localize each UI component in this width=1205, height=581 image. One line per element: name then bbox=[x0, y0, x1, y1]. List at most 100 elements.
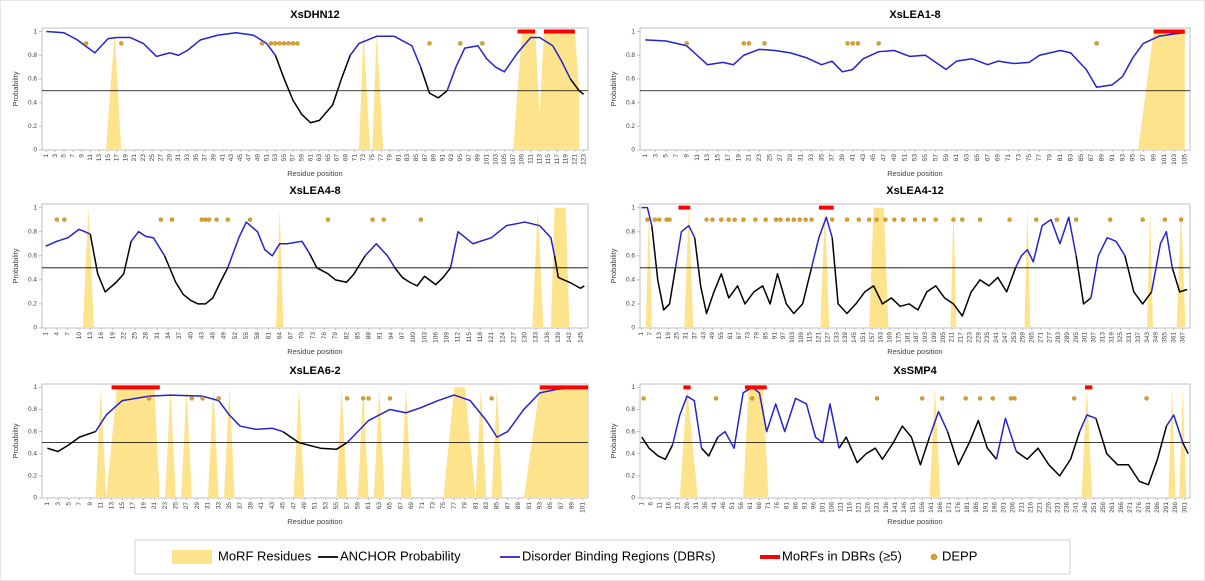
x-tick-label: 211 bbox=[949, 332, 956, 343]
x-tick-label: 71 bbox=[351, 154, 358, 162]
x-tick-label: 181 bbox=[904, 332, 911, 343]
x-tick-label: 21 bbox=[131, 154, 138, 162]
x-tick-label: 121 bbox=[856, 502, 863, 513]
x-tick-label: 82 bbox=[343, 332, 350, 340]
depp-point bbox=[169, 217, 175, 222]
x-tick-label: 55 bbox=[922, 154, 929, 162]
x-tick-label: 17 bbox=[114, 154, 121, 162]
x-tick-label: 181 bbox=[964, 502, 971, 513]
y-tick-label: 0.4 bbox=[28, 450, 37, 457]
x-tick-label: 11 bbox=[657, 502, 664, 509]
x-tick-label: 76 bbox=[774, 502, 781, 510]
x-tick-label: 75 bbox=[1026, 154, 1033, 162]
x-tick-label: 277 bbox=[1046, 332, 1053, 343]
x-tick-label: 337 bbox=[1135, 332, 1142, 343]
probability-line bbox=[46, 30, 572, 92]
depp-point bbox=[1008, 396, 1014, 401]
y-tick-label: 0 bbox=[33, 147, 37, 154]
x-tick-label: 70 bbox=[299, 332, 306, 340]
x-tick-label: 247 bbox=[1002, 332, 1009, 343]
x-tick-label: 91 bbox=[439, 154, 446, 162]
x-tick-label: 1 bbox=[44, 502, 51, 506]
x-tick-label: 75 bbox=[369, 154, 376, 162]
x-tick-label: 17 bbox=[725, 154, 732, 162]
x-tick-label: 99 bbox=[1150, 154, 1157, 162]
x-tick-label: 141 bbox=[892, 502, 899, 513]
depp-point bbox=[791, 217, 796, 222]
depp-point bbox=[892, 217, 897, 222]
x-tick-label: 119 bbox=[563, 154, 570, 165]
depp-point bbox=[951, 217, 956, 222]
x-tick-label: 211 bbox=[1018, 502, 1025, 513]
depp-point bbox=[489, 396, 494, 401]
x-tick-label: 79 bbox=[754, 332, 761, 340]
y-tick-label: 1 bbox=[33, 204, 37, 211]
x-tick-label: 55 bbox=[281, 154, 288, 162]
x-tick-label: 221 bbox=[1037, 502, 1044, 513]
x-tick-label: 206 bbox=[1009, 502, 1016, 513]
x-tick-label: 1 bbox=[639, 502, 646, 506]
depp-point bbox=[281, 41, 287, 46]
depp-point bbox=[1140, 217, 1145, 222]
depp-point bbox=[710, 217, 715, 222]
x-tick-label: 56 bbox=[738, 502, 745, 510]
x-tick-label: 187 bbox=[913, 332, 920, 343]
x-tick-label: 39 bbox=[247, 502, 254, 510]
x-tick-label: 88 bbox=[366, 332, 373, 340]
x-tick-label: 79 bbox=[387, 154, 394, 162]
x-tick-label: 103 bbox=[492, 154, 499, 165]
x-tick-label: 89 bbox=[431, 154, 438, 162]
x-tick-label: 85 bbox=[413, 154, 420, 162]
depp-point bbox=[713, 396, 719, 401]
depp-point bbox=[225, 217, 230, 222]
x-tick-label: 31 bbox=[205, 502, 212, 510]
x-tick-label: 95 bbox=[457, 154, 464, 162]
depp-point bbox=[344, 396, 350, 401]
x-tick-label: 85 bbox=[1078, 154, 1085, 162]
x-tick-label: 169 bbox=[887, 332, 894, 343]
y-tick-label: 0.8 bbox=[626, 228, 635, 235]
x-tick-label: 23 bbox=[140, 154, 147, 162]
depp-point bbox=[963, 396, 968, 401]
x-tick-label: 1 bbox=[642, 154, 649, 158]
x-tick-label: 9 bbox=[78, 154, 85, 158]
depp-point bbox=[741, 217, 746, 222]
x-tick-label: 63 bbox=[964, 154, 971, 162]
x-tick-label: 11 bbox=[694, 154, 701, 161]
plot-area bbox=[41, 203, 589, 329]
y-tick-label: 0 bbox=[631, 325, 635, 332]
x-tick-label: 21 bbox=[151, 502, 158, 510]
x-tick-label: 205 bbox=[940, 332, 947, 343]
x-tick-label: 27 bbox=[183, 502, 190, 510]
plot-area bbox=[639, 27, 1191, 151]
legend-label: MoRF Residues bbox=[218, 548, 312, 563]
x-tick-label: 49 bbox=[221, 332, 228, 340]
x-tick-label: 75 bbox=[440, 502, 447, 510]
x-tick-label: 52 bbox=[232, 332, 239, 340]
x-tick-label: 101 bbox=[819, 502, 826, 513]
depp-point bbox=[704, 217, 709, 222]
depp-point bbox=[866, 217, 872, 222]
probability-line bbox=[645, 31, 1185, 88]
x-tick-label: 231 bbox=[1055, 502, 1062, 513]
x-tick-label: 43 bbox=[860, 154, 867, 162]
y-tick-label: 0.4 bbox=[28, 277, 37, 284]
depp-point bbox=[845, 41, 850, 46]
x-tick-label: 3 bbox=[55, 502, 62, 506]
x-tick-label: 51 bbox=[263, 154, 270, 162]
x-tick-label: 266 bbox=[1118, 502, 1125, 513]
x-tick-label: 3 bbox=[652, 154, 659, 158]
x-tick-label: 105 bbox=[501, 154, 508, 165]
probability-line bbox=[274, 54, 585, 124]
x-tick-label: 28 bbox=[143, 332, 150, 340]
depp-point bbox=[749, 396, 755, 401]
x-tick-label: 271 bbox=[1037, 332, 1044, 343]
x-tick-label: 53 bbox=[272, 154, 279, 162]
x-tick-label: 91 bbox=[1109, 154, 1116, 162]
x-tick-label: 107 bbox=[510, 154, 517, 165]
y-tick-label: 0 bbox=[631, 147, 635, 154]
x-tick-label: 325 bbox=[1117, 332, 1124, 343]
x-tick-label: 99 bbox=[569, 502, 576, 510]
x-tick-label: 256 bbox=[1100, 502, 1107, 513]
